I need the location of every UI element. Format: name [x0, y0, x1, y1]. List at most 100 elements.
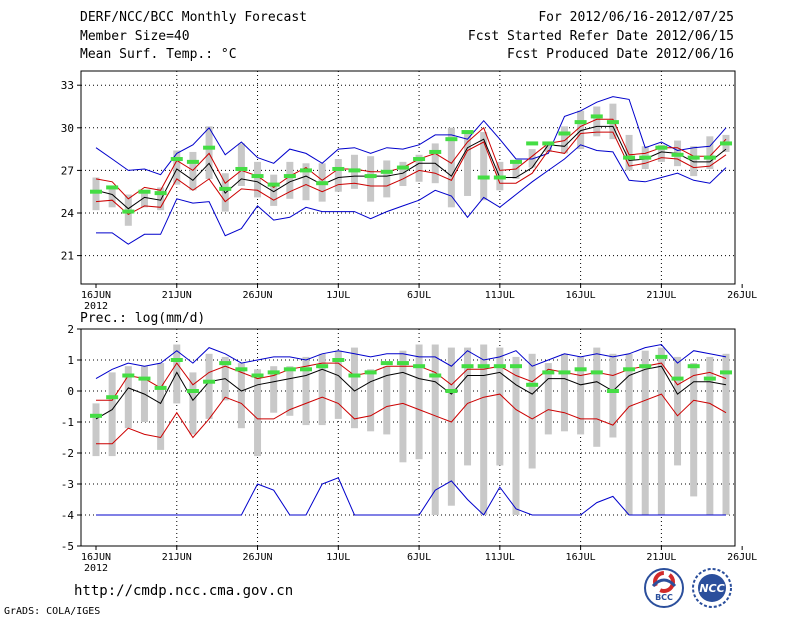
ensemble-box	[334, 350, 342, 419]
year-label: 2012	[84, 563, 108, 574]
x-tick-label: 26JUL	[727, 290, 757, 301]
climatology-marker	[461, 364, 474, 369]
ensemble-box	[415, 344, 423, 460]
ensemble-box	[270, 366, 278, 413]
series-min-line	[96, 477, 726, 516]
y-tick-label: -3	[61, 478, 74, 491]
ensemble-box	[544, 142, 552, 152]
x-tick-label: 16JUL	[566, 552, 596, 563]
climatology-marker	[590, 370, 603, 375]
climatology-marker	[542, 370, 555, 375]
bcc-logo-mark	[653, 571, 675, 593]
climatology-marker	[558, 370, 571, 375]
climatology-marker	[429, 149, 442, 154]
ensemble-box	[480, 344, 488, 515]
x-tick-label: 26JUL	[727, 552, 757, 563]
climatology-marker	[170, 157, 183, 162]
y-tick-label: 30	[61, 122, 74, 135]
bcc-logo-text: BCC	[655, 593, 673, 602]
ensemble-box	[625, 353, 633, 515]
ensemble-box	[157, 363, 165, 450]
climatology-marker	[558, 131, 571, 136]
climatology-marker	[90, 413, 102, 418]
ensemble-box	[657, 144, 665, 162]
y-tick-label: -5	[61, 540, 74, 553]
climatology-marker	[267, 182, 280, 187]
ensemble-box	[237, 143, 245, 187]
climatology-marker	[703, 376, 716, 381]
ensemble-box	[173, 344, 181, 404]
y-tick-label: -1	[61, 416, 74, 429]
climatology-marker	[639, 155, 652, 160]
climatology-marker	[574, 367, 587, 372]
forecast-produced-date: Fcst Produced Date 2012/06/16	[507, 47, 734, 62]
ensemble-box	[593, 347, 601, 447]
climatology-marker	[380, 169, 393, 174]
ensemble-box	[544, 363, 552, 435]
climatology-marker	[364, 370, 377, 375]
ensemble-box	[367, 369, 375, 432]
source-url: http://cmdp.ncc.cma.gov.cn	[74, 583, 293, 599]
ensemble-box	[189, 372, 197, 435]
x-tick-label: 1JUL	[326, 552, 350, 563]
ncc-logo: NCC	[692, 568, 732, 608]
ensemble-box	[528, 149, 536, 168]
x-tick-label: 6JUL	[407, 290, 431, 301]
climatology-marker	[396, 361, 409, 366]
climatology-marker	[300, 168, 312, 173]
ensemble-box	[528, 353, 536, 469]
climatology-marker	[267, 370, 280, 375]
climatology-marker	[526, 141, 539, 146]
x-tick-label: 21JUN	[162, 290, 192, 301]
ensemble-box	[464, 130, 472, 196]
ensemble-box	[577, 356, 585, 435]
x-tick-label: 21JUL	[646, 552, 676, 563]
climatology-marker	[138, 189, 151, 194]
y-tick-label: 0	[67, 385, 74, 398]
ensemble-box	[92, 177, 100, 211]
climatology-marker	[283, 367, 296, 372]
ensemble-box	[237, 363, 245, 429]
ensemble-box	[496, 347, 504, 466]
ensemble-box	[625, 134, 633, 171]
y-tick-label: 33	[61, 79, 74, 92]
x-tick-label: 21JUN	[162, 552, 192, 563]
climatology-marker	[283, 174, 296, 179]
forecast-period: For 2012/06/16-2012/07/25	[538, 10, 734, 25]
ensemble-box	[690, 146, 698, 177]
climatology-marker	[720, 141, 732, 146]
grads-credit: GrADS: COLA/IGES	[4, 606, 100, 617]
y-tick-label: -4	[61, 509, 75, 522]
ensemble-box	[706, 136, 714, 169]
climatology-marker	[477, 175, 490, 180]
climatology-marker	[316, 364, 329, 369]
climatology-marker	[590, 114, 603, 119]
y-tick-label: 24	[61, 207, 75, 220]
ensemble-box	[383, 160, 391, 198]
ensemble-box	[205, 126, 213, 179]
climatology-marker	[332, 358, 345, 362]
climatology-marker	[526, 382, 539, 387]
ensemble-box	[189, 151, 197, 191]
climatology-marker	[493, 364, 506, 369]
climatology-marker	[687, 364, 700, 369]
ensemble-box	[286, 366, 294, 416]
ensemble-box	[415, 154, 423, 182]
climatology-marker	[574, 120, 587, 125]
climatology-marker	[606, 389, 619, 393]
x-tick-label: 16JUN	[81, 552, 111, 563]
climatology-marker	[348, 373, 361, 378]
x-tick-label: 26JUN	[242, 290, 272, 301]
variable-label: Mean Surf. Temp.: °C	[80, 47, 237, 62]
temperature-chart: 21 24 27 30 33 16JUN 21JUN 26JUN 1JUL 6JUL 11JUL 16…	[61, 70, 757, 312]
year-label: 2012	[84, 301, 108, 312]
climatology-marker	[639, 364, 652, 369]
ensemble-box	[560, 353, 568, 432]
climatology-marker	[445, 389, 458, 393]
ensemble-box	[431, 344, 439, 515]
climatology-marker	[445, 137, 458, 142]
ensemble-box	[173, 150, 181, 185]
climatology-marker	[300, 367, 312, 372]
climatology-marker	[623, 155, 636, 160]
